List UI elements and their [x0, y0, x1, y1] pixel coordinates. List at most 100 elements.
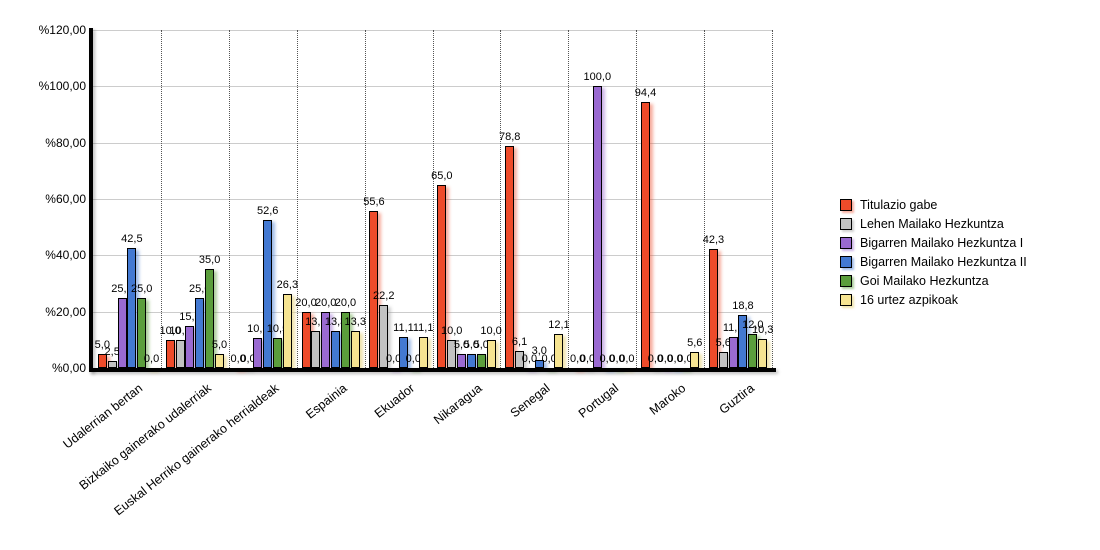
bar: [175, 339, 185, 368]
v-gridline: [568, 30, 570, 368]
bar-value-label: 10,0: [480, 324, 502, 337]
bar: [321, 311, 331, 368]
legend-swatch-icon: [840, 237, 852, 249]
bar-value-label: 0,0: [521, 353, 538, 365]
bar-value-label: 10,0: [440, 324, 463, 337]
v-gridline: [296, 30, 298, 368]
bar: [418, 336, 428, 368]
bar-value-label: 25,0: [131, 282, 153, 295]
bar-value-label: 5,0: [211, 338, 228, 351]
bar: [263, 219, 273, 368]
bar-value-label: 5,0: [473, 338, 489, 351]
bar: [205, 269, 215, 368]
bar-value-label: 25,0: [111, 282, 133, 295]
legend-label: Bigarren Mailako Hezkuntza I: [860, 236, 1024, 250]
bar: [340, 311, 350, 368]
bar-value-label: 26,3: [276, 278, 299, 291]
bar-value-label: 13,3: [344, 315, 366, 328]
bar-value-label: 65,0: [431, 169, 453, 182]
bar-value-label: 20,0: [315, 296, 337, 309]
bar-value-label: 0,0: [657, 353, 673, 365]
bar-value-label: 0,0: [143, 353, 160, 365]
legend-item: Goi Mailako Hezkuntza: [840, 274, 989, 288]
bar-value-label: 0,0: [385, 353, 402, 365]
bar: [165, 339, 175, 368]
legend-swatch-icon: [840, 199, 852, 211]
x-category-label: Nikaragua: [431, 381, 486, 428]
bar: [273, 338, 283, 368]
v-gridline: [500, 30, 502, 368]
bar-value-label: 22,2: [373, 290, 395, 303]
bar-value-label: 100,0: [583, 71, 612, 84]
bar: [137, 297, 147, 368]
x-category-label: Guztira: [716, 381, 757, 417]
bar: [690, 352, 700, 368]
legend-item: Titulazio gabe: [840, 198, 937, 212]
legend-label: Titulazio gabe: [860, 198, 938, 212]
bar-value-label: 5,6: [687, 337, 703, 350]
y-tick-label: %20,00: [45, 304, 86, 319]
bar-value-label: 0,0: [240, 353, 256, 365]
x-category-label: Espainia: [302, 381, 350, 422]
bar-value-label: 0,0: [677, 353, 693, 365]
legend-item: Bigarren Mailako Hezkuntza II: [840, 255, 1027, 269]
bar-value-label: 52,6: [256, 204, 279, 217]
bar: [534, 359, 544, 368]
legend-label: Lehen Mailako Hezkuntza: [860, 217, 1004, 231]
y-tick-label: %120,00: [38, 23, 86, 37]
bar-value-label: 0,0: [667, 353, 683, 365]
bar-value-label: 20,0: [334, 296, 357, 309]
bar-value-label: 0,0: [230, 353, 246, 365]
bar: [398, 336, 408, 368]
bar: [486, 339, 496, 368]
bar: [185, 325, 195, 368]
bar-value-label: 10,5: [247, 323, 269, 336]
bar-value-label: 3,0: [531, 344, 547, 357]
bar: [214, 353, 224, 368]
v-gridline: [364, 30, 366, 368]
legend-swatch-icon: [840, 294, 852, 306]
v-gridline: [432, 30, 434, 368]
bar: [301, 311, 311, 368]
bar: [282, 293, 292, 368]
bar: [758, 338, 768, 368]
v-gridline: [228, 30, 230, 368]
legend-item: Bigarren Mailako Hezkuntza I: [840, 236, 1023, 250]
bar-value-label: 10,5: [266, 323, 289, 336]
legend-label: 16 urtez azpikoak: [860, 293, 958, 307]
legend-item: Lehen Mailako Hezkuntza: [840, 217, 1004, 231]
x-category-label: Ekuador: [371, 381, 418, 421]
bar-value-label: 0,0: [609, 353, 625, 365]
bar-value-label: 5,0: [94, 338, 110, 351]
x-category-label: Bizkaiko gainerako udalerriak: [76, 381, 214, 493]
bar: [311, 330, 321, 368]
bar-value-label: 5,0: [463, 338, 480, 351]
legend-item: 16 urtez azpikoak: [840, 293, 958, 307]
x-category-label: Portugal: [575, 381, 621, 421]
bar-value-label: 5,6: [715, 337, 731, 350]
bar: [515, 350, 525, 368]
bar-value-label: 78,8: [499, 131, 521, 144]
bar: [554, 333, 564, 368]
v-gridline: [704, 30, 706, 368]
bar: [466, 353, 476, 368]
y-axis: [89, 28, 93, 372]
bar-value-label: 55,6: [363, 196, 385, 209]
y-tick-label: %0,00: [51, 361, 86, 375]
y-tick-label: %60,00: [45, 192, 86, 206]
bar: [369, 211, 379, 368]
bar: [641, 102, 651, 368]
bar-value-label: 13,3: [324, 315, 347, 328]
bar: [437, 184, 447, 368]
bar-value-label: 10,0: [159, 324, 181, 337]
bar-value-label: 42,3: [702, 233, 725, 246]
bar-value-label: 18,8: [732, 300, 754, 313]
bar-value-label: 0,0: [647, 353, 664, 365]
bar-value-label: 0,0: [569, 353, 586, 365]
bar: [738, 315, 748, 368]
v-gridline: [636, 30, 638, 368]
bar-value-label: 0,0: [405, 353, 421, 365]
bar-value-label: 0,0: [579, 353, 596, 365]
